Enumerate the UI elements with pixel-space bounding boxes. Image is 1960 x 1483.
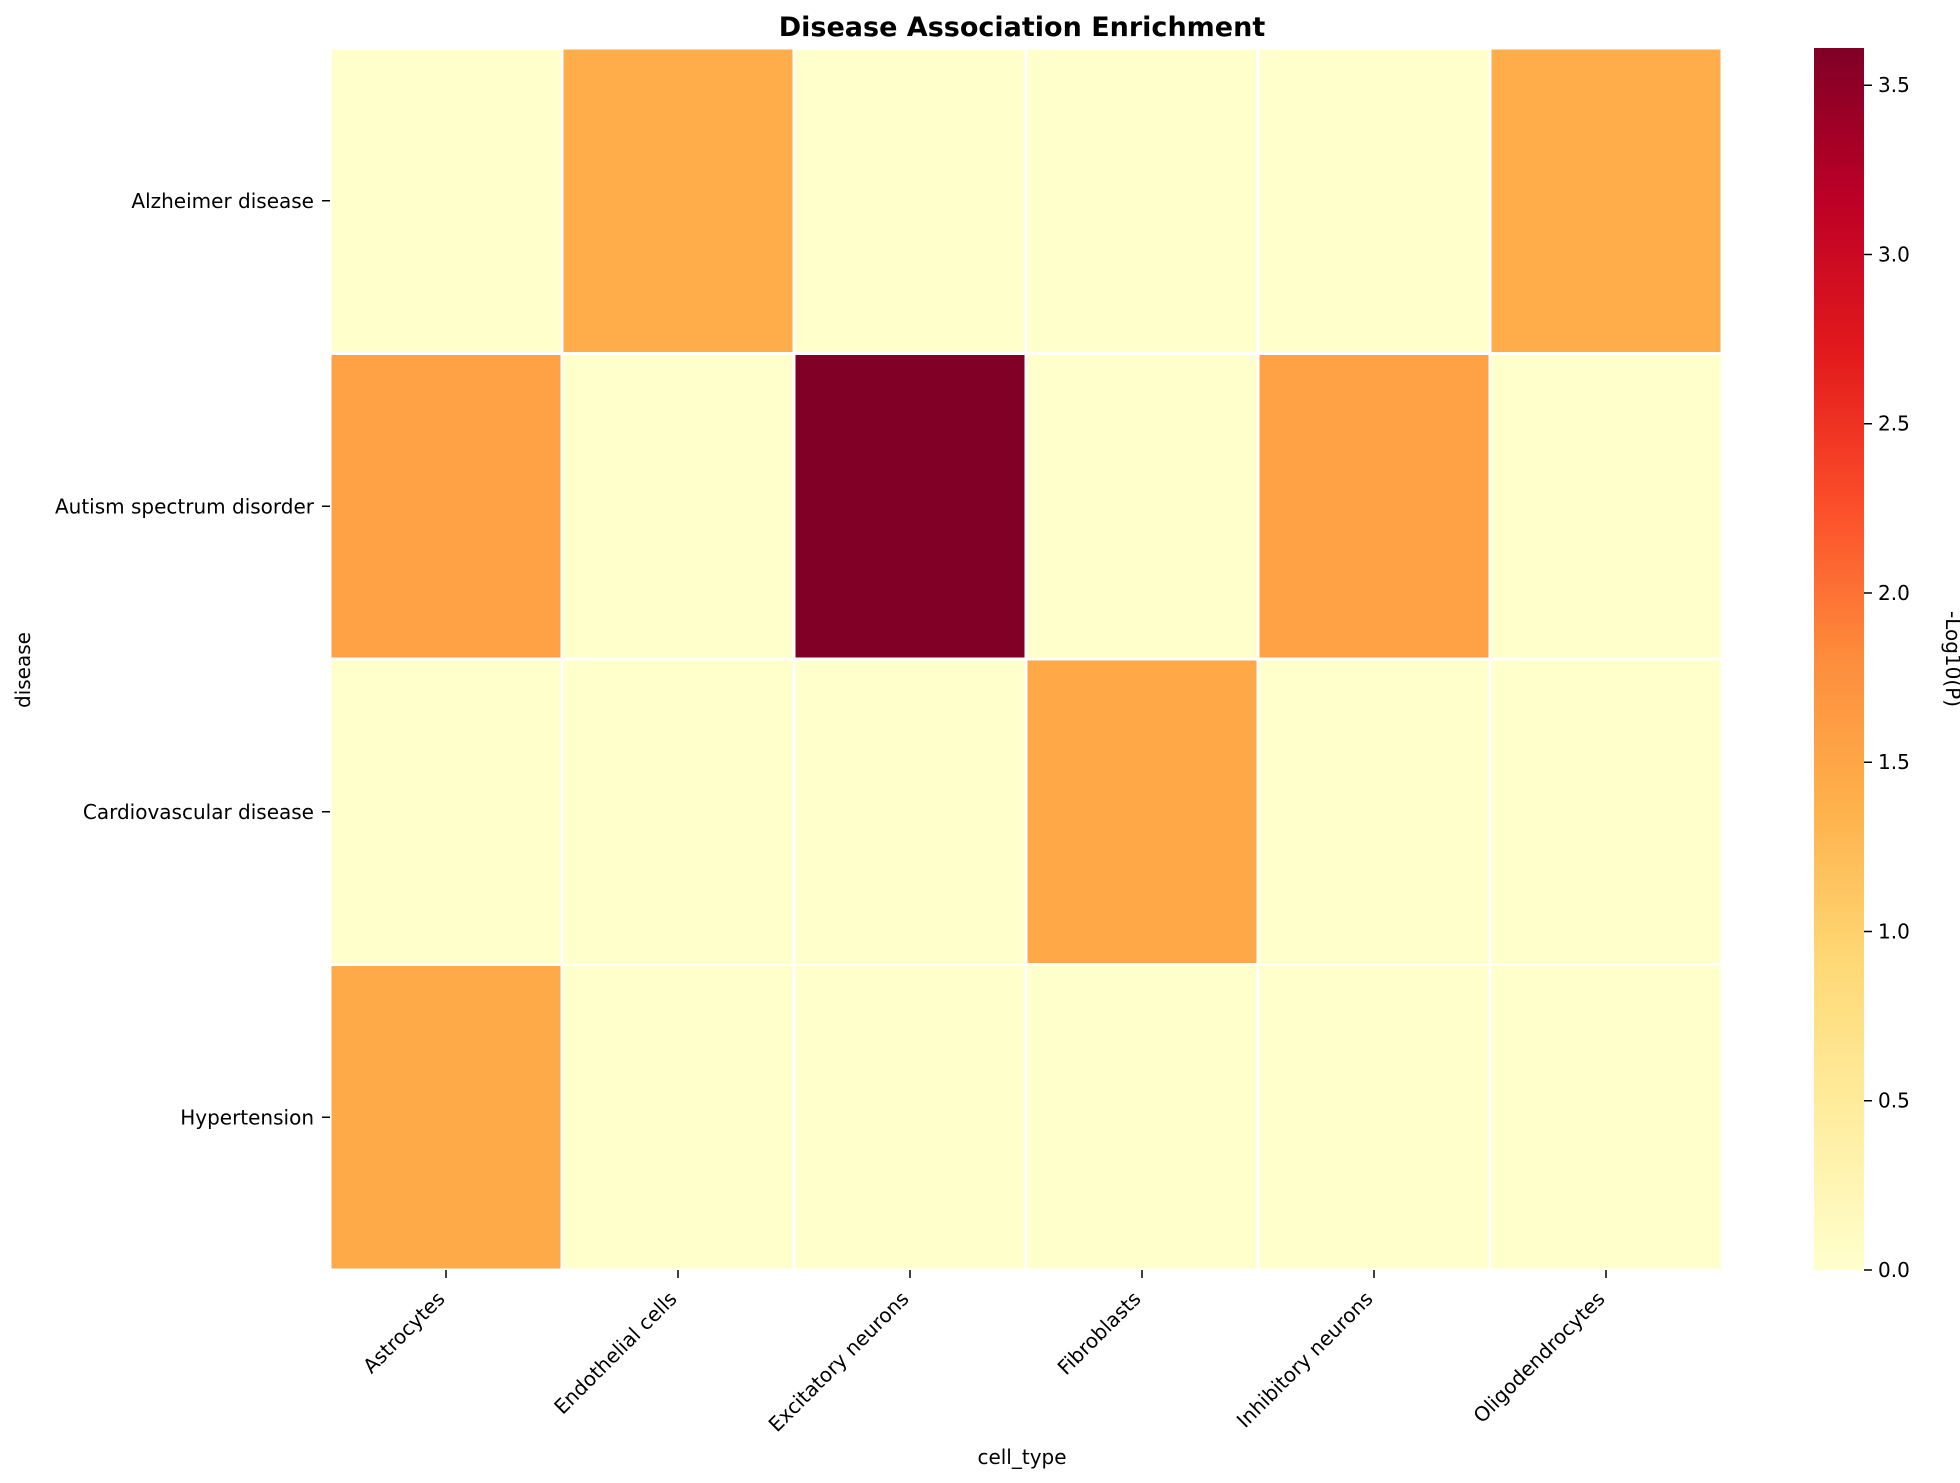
x-tick-label: Inhibitory neurons (1232, 1287, 1378, 1433)
heatmap-cell (560, 352, 796, 661)
heatmap-cell (1488, 963, 1724, 1272)
x-axis-ticks: Astrocytes Endothelial cells Excitatory ne… (358, 1270, 1610, 1437)
y-tick-label: Hypertension (180, 1105, 314, 1129)
colorbar-tick-label: 3.5 (1878, 73, 1910, 97)
heatmap-cell (1488, 352, 1724, 661)
y-tick-label: Alzheimer disease (131, 189, 314, 213)
y-axis-label: disease (11, 632, 35, 708)
colorbar-tick-label: 3.0 (1878, 242, 1910, 266)
colorbar-tick-label: 1.5 (1878, 750, 1910, 774)
heatmap-cell (792, 352, 1028, 661)
heatmap-cell (560, 963, 796, 1272)
colorbar-gradient (1814, 48, 1864, 1270)
heatmap-cell (328, 352, 564, 661)
heatmap-cell (1024, 46, 1260, 355)
colorbar-tick-label: 2.0 (1878, 581, 1910, 605)
colorbar: 0.0 0.5 1.0 1.5 2.0 2.5 3.0 3.5 -Log10(P) (1814, 48, 1960, 1282)
heatmap-cell (1256, 657, 1492, 966)
x-tick-label: Endothelial cells (549, 1287, 681, 1419)
colorbar-tick-label: 0.0 (1878, 1258, 1910, 1282)
heatmap-cell (1256, 352, 1492, 661)
heatmap-cell (792, 963, 1028, 1272)
heatmap-cell (328, 657, 564, 966)
heatmap-cells (328, 46, 1724, 1272)
colorbar-tick-label: 2.5 (1878, 412, 1910, 436)
y-axis-ticks: Alzheimer disease Autism spectrum disorde… (55, 189, 330, 1129)
heatmap-cell (792, 46, 1028, 355)
heatmap-cell (328, 46, 564, 355)
heatmap-cell (560, 657, 796, 966)
heatmap-cell (1256, 963, 1492, 1272)
colorbar-tick-label: 1.0 (1878, 919, 1910, 943)
y-tick-label: Cardiovascular disease (83, 800, 314, 824)
heatmap-cell (1024, 657, 1260, 966)
colorbar-label: -Log10(P) (1941, 611, 1960, 707)
heatmap-cell (1024, 352, 1260, 661)
heatmap-cell (560, 46, 796, 355)
x-tick-label: Oligodendrocytes (1468, 1287, 1609, 1428)
heatmap-cell (328, 963, 564, 1272)
x-axis-label: cell_type (977, 1445, 1066, 1469)
x-tick-label: Fibroblasts (1053, 1287, 1146, 1380)
chart-title: Disease Association Enrichment (779, 12, 1266, 43)
heatmap-cell (792, 657, 1028, 966)
x-tick-label: Astrocytes (358, 1287, 449, 1378)
x-tick-label: Excitatory neurons (764, 1287, 914, 1437)
colorbar-ticks: 0.0 0.5 1.0 1.5 2.0 2.5 3.0 3.5 (1864, 73, 1910, 1282)
heatmap-cell (1024, 963, 1260, 1272)
y-tick-label: Autism spectrum disorder (55, 494, 315, 518)
colorbar-tick-label: 0.5 (1878, 1089, 1910, 1113)
heatmap-cell (1256, 46, 1492, 355)
heatmap-cell (1488, 657, 1724, 966)
heatmap-cell (1488, 46, 1724, 355)
